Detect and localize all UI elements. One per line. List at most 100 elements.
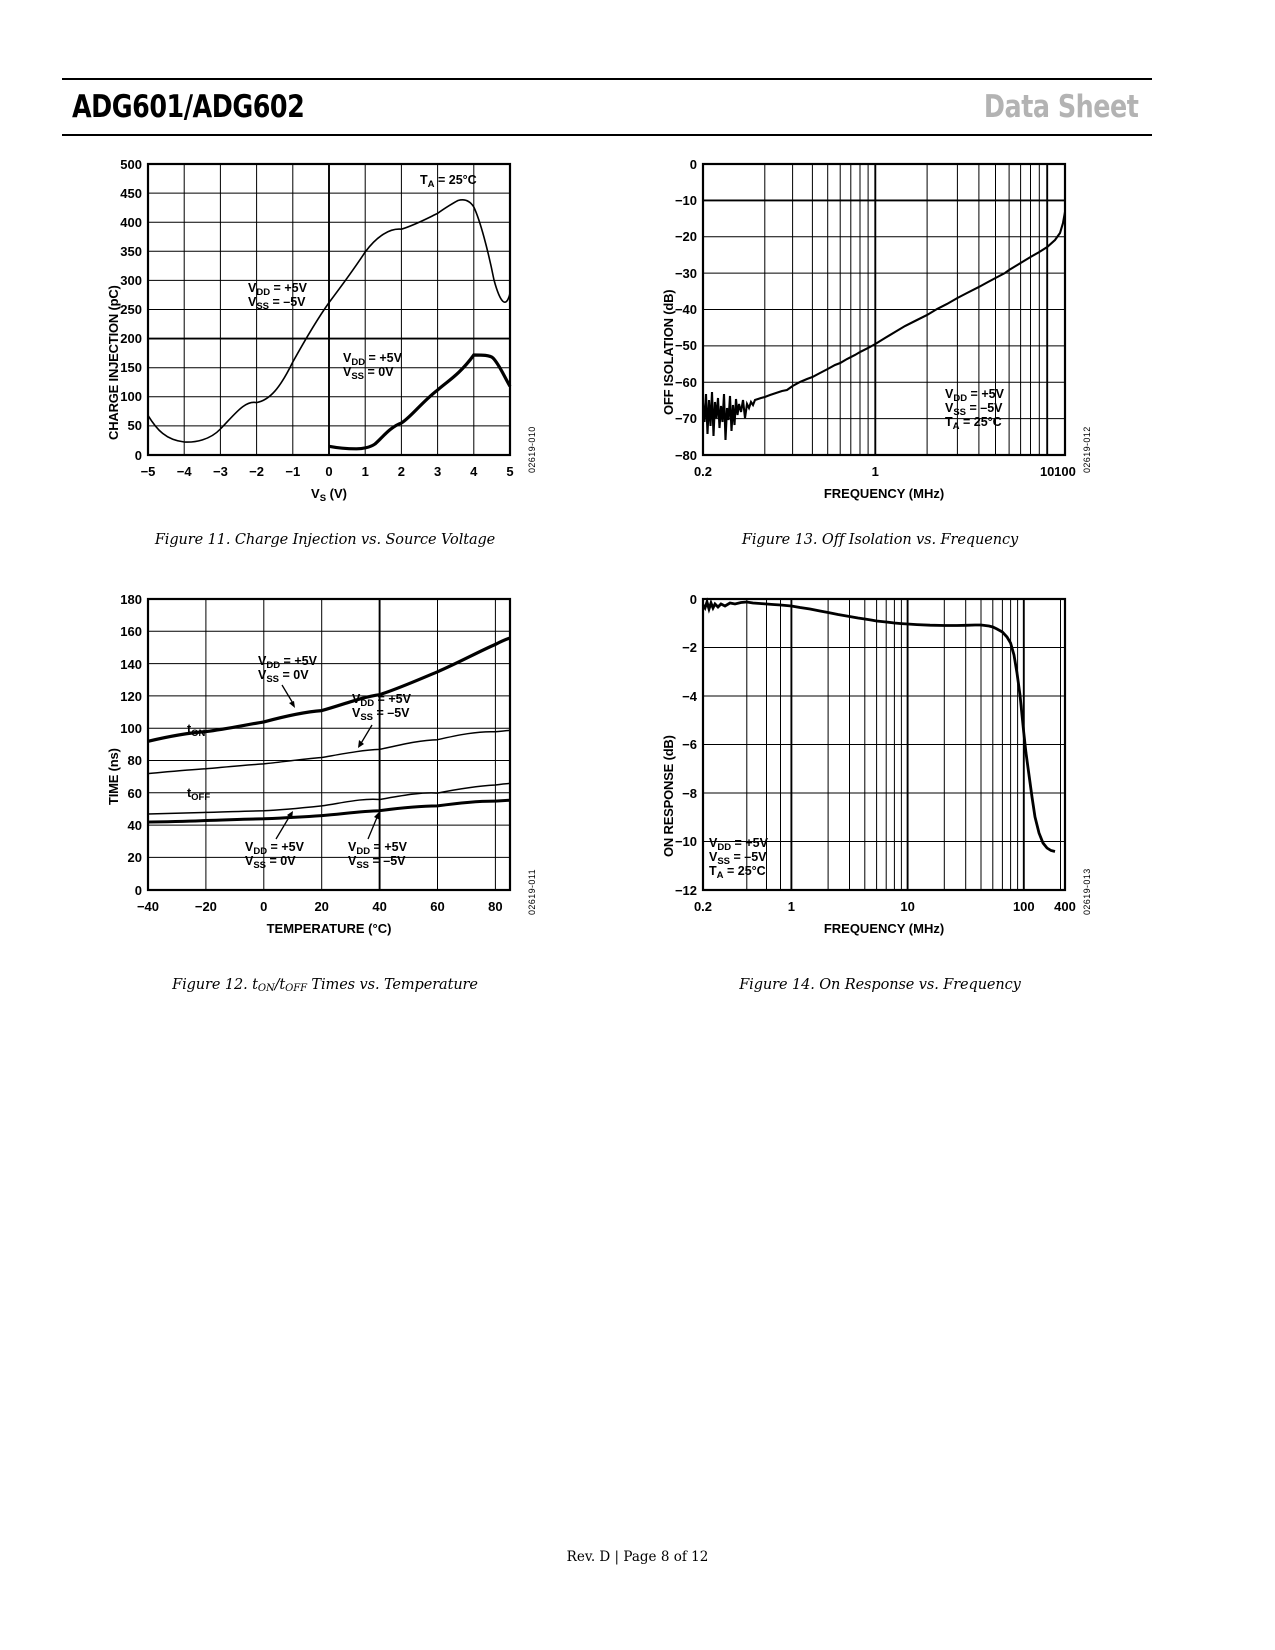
figure-13-caption: Figure 13. Off Isolation vs. Frequency (741, 532, 1019, 548)
svg-text:10: 10 (1040, 464, 1054, 479)
figure-11-caption: Figure 11. Charge Injection vs. Source V… (154, 532, 496, 548)
figure-12-caption-prefix: Figure 12. t (172, 977, 258, 993)
figure-11-xaxis-title: VS (V) (311, 486, 347, 504)
figure-14-image-id: 02619-013 (1082, 868, 1092, 915)
svg-text:200: 200 (120, 331, 142, 346)
figure-14-caption: Figure 14. On Response vs. Frequency (739, 977, 1021, 993)
svg-text:80: 80 (128, 753, 142, 768)
figure-11-image-id: 02619-010 (527, 426, 537, 473)
figure-12-caption-sub-on: ON (257, 983, 275, 994)
figure-11-block: 500 450 400 350 300 250 200 150 100 50 0… (90, 150, 560, 548)
svg-text:300: 300 (120, 273, 142, 288)
figure-11-yaxis-title: CHARGE INJECTION (pC) (106, 285, 121, 440)
svg-text:3: 3 (434, 464, 441, 479)
svg-text:−40: −40 (675, 302, 697, 317)
svg-text:20: 20 (128, 850, 142, 865)
svg-text:−6: −6 (682, 737, 697, 752)
svg-text:140: 140 (120, 657, 142, 672)
svg-text:400: 400 (120, 215, 142, 230)
svg-text:TA = 25°C: TA = 25°C (945, 415, 1002, 432)
figure-12-label-toff: tOFF (187, 786, 210, 803)
figure-13-image-id: 02619-012 (1082, 426, 1092, 473)
figure-11-plot: 500 450 400 350 300 250 200 150 100 50 0… (90, 150, 560, 530)
page-footer: Rev. D | Page 8 of 12 (566, 1549, 709, 1565)
svg-text:−12: −12 (675, 883, 697, 898)
figure-12-caption-suffix: Times vs. Temperature (306, 977, 478, 993)
figure-12-label-ton: tON (187, 722, 206, 739)
svg-text:100: 100 (120, 389, 142, 404)
svg-text:350: 350 (120, 244, 142, 259)
figure-14-plot: 0 −2 −4 −6 −8 −10 −12 0.2 1 10 100 400 V… (645, 585, 1115, 975)
svg-text:TA = 25°C: TA = 25°C (709, 864, 766, 881)
svg-text:−30: −30 (675, 266, 697, 281)
figure-12-annotation-ton-single: VDD = +5V VSS = 0V (258, 654, 318, 708)
figure-13-yaxis-title: OFF ISOLATION (dB) (661, 289, 676, 415)
figure-11-chart: 500 450 400 350 300 250 200 150 100 50 0… (120, 157, 513, 504)
svg-text:VSS = –5V: VSS = –5V (348, 854, 406, 871)
figure-12-annotation-toff-dual: VDD = +5V VSS = –5V (348, 812, 408, 871)
svg-text:0.2: 0.2 (694, 464, 712, 479)
svg-text:100: 100 (120, 721, 142, 736)
svg-text:120: 120 (120, 689, 142, 704)
svg-text:−10: −10 (675, 193, 697, 208)
svg-text:−10: −10 (675, 834, 697, 849)
svg-text:−80: −80 (675, 448, 697, 463)
page-header: ADG601/ADG602 Data Sheet (62, 78, 1152, 136)
figure-14-block: 0 −2 −4 −6 −8 −10 −12 0.2 1 10 100 400 V… (645, 585, 1115, 993)
figure-12-plot: 180 160 140 120 100 80 60 40 20 0 −40 −2… (90, 585, 560, 975)
svg-text:−40: −40 (137, 899, 159, 914)
figure-12-image-id: 02619-011 (527, 869, 537, 915)
svg-text:5: 5 (506, 464, 513, 479)
svg-text:60: 60 (430, 899, 444, 914)
svg-text:VSS = 0V: VSS = 0V (258, 668, 309, 685)
svg-text:−1: −1 (285, 464, 300, 479)
svg-text:−2: −2 (249, 464, 264, 479)
svg-text:80: 80 (488, 899, 502, 914)
figure-14-chart: 0 −2 −4 −6 −8 −10 −12 0.2 1 10 100 400 V… (675, 592, 1076, 936)
svg-text:180: 180 (120, 592, 142, 607)
svg-text:0: 0 (260, 899, 267, 914)
figure-12-block: 180 160 140 120 100 80 60 40 20 0 −40 −2… (90, 585, 560, 994)
svg-text:4: 4 (470, 464, 478, 479)
svg-text:50: 50 (128, 418, 142, 433)
figure-11-annotation-supply-single: VDD = +5V VSS = 0V (343, 351, 403, 382)
svg-text:20: 20 (314, 899, 328, 914)
figure-13-annotation-conditions: VDD = +5V VSS = –5V TA = 25°C (945, 387, 1005, 432)
svg-text:VDD = +5V: VDD = +5V (709, 836, 769, 853)
figure-11-annotation-supply-dual: VDD = +5V VSS = –5V (248, 281, 308, 312)
svg-text:−4: −4 (177, 464, 193, 479)
figure-12-caption: Figure 12. tON/tOFF Times vs. Temperatur… (90, 977, 560, 994)
svg-text:10: 10 (900, 899, 914, 914)
svg-text:160: 160 (120, 624, 142, 639)
svg-text:0: 0 (135, 448, 142, 463)
svg-text:100: 100 (1013, 899, 1035, 914)
svg-text:−5: −5 (141, 464, 156, 479)
svg-text:400: 400 (1054, 899, 1076, 914)
svg-text:450: 450 (120, 186, 142, 201)
svg-text:VSS = 0V: VSS = 0V (343, 365, 394, 382)
svg-text:−70: −70 (675, 411, 697, 426)
svg-text:−2: −2 (682, 640, 697, 655)
svg-text:−20: −20 (675, 229, 697, 244)
svg-text:VSS = 0V: VSS = 0V (245, 854, 296, 871)
figure-13-plot: 0 −10 −20 −30 −40 −50 −60 −70 −80 0.2 1 … (645, 150, 1230, 530)
svg-text:1: 1 (362, 464, 369, 479)
svg-text:0: 0 (690, 157, 697, 172)
svg-text:500: 500 (120, 157, 142, 172)
figure-12-annotation-ton-dual: VDD = +5V VSS = –5V (352, 692, 412, 748)
figure-13-block: 0 −10 −20 −30 −40 −50 −60 −70 −80 0.2 1 … (645, 150, 1230, 548)
figure-12-caption-mid: /t (274, 977, 286, 993)
figure-14-xaxis-title: FREQUENCY (MHz) (824, 921, 944, 936)
svg-text:1: 1 (788, 899, 795, 914)
svg-text:40: 40 (128, 818, 142, 833)
svg-text:150: 150 (120, 360, 142, 375)
svg-text:60: 60 (128, 786, 142, 801)
svg-text:40: 40 (372, 899, 386, 914)
svg-text:−50: −50 (675, 338, 697, 353)
svg-text:0: 0 (325, 464, 332, 479)
svg-text:TA = 25°C: TA = 25°C (420, 173, 477, 190)
figure-14-annotation-conditions: VDD = +5V VSS = –5V TA = 25°C (709, 836, 769, 881)
figure-13-chart: 0 −10 −20 −30 −40 −50 −60 −70 −80 0.2 1 … (675, 157, 1230, 501)
figure-12-chart: 180 160 140 120 100 80 60 40 20 0 −40 −2… (120, 592, 512, 936)
svg-text:0: 0 (135, 883, 142, 898)
